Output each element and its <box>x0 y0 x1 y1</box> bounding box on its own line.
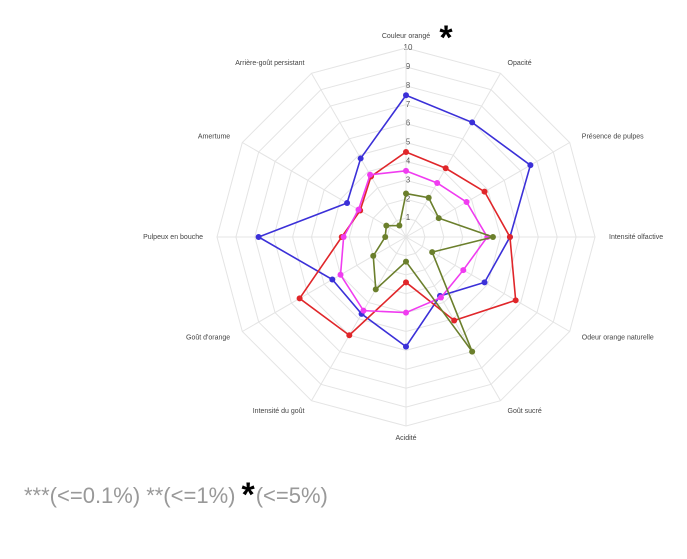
data-point <box>403 190 409 197</box>
category-label: Odeur orange naturelle <box>582 334 654 341</box>
data-point <box>340 234 347 240</box>
data-point <box>396 222 403 229</box>
r-tick-label: 3 <box>406 175 411 184</box>
data-point <box>442 165 449 172</box>
data-point <box>437 294 444 301</box>
category-label: Couleur orangé <box>382 33 430 40</box>
spoke <box>311 236 407 401</box>
data-point <box>403 343 409 350</box>
data-point <box>512 297 519 304</box>
data-point <box>360 307 367 314</box>
data-point <box>296 295 303 302</box>
data-point <box>469 348 476 355</box>
data-point <box>337 271 344 278</box>
category-label: Goût sucré <box>508 408 542 415</box>
spoke <box>242 142 407 238</box>
data-point <box>425 194 432 201</box>
data-point <box>367 171 374 178</box>
r-tick-label: 6 <box>406 119 411 128</box>
r-tick-label: 7 <box>406 100 411 109</box>
category-label: Amertume <box>198 133 230 140</box>
data-point <box>460 267 467 274</box>
spoke <box>242 236 407 332</box>
data-point <box>403 309 409 316</box>
spoke <box>311 73 407 238</box>
data-point <box>403 279 409 286</box>
data-point <box>355 206 362 213</box>
category-label: Acidité <box>395 435 416 442</box>
data-point <box>434 179 441 186</box>
category-label: Arrière-goût persistant <box>235 60 304 67</box>
data-point <box>372 286 379 293</box>
data-point <box>357 155 364 162</box>
data-point <box>329 276 336 283</box>
r-tick-label: 1 <box>406 213 411 222</box>
data-point <box>481 279 488 286</box>
data-point <box>429 249 436 256</box>
data-point <box>403 167 409 174</box>
significance-star: * <box>439 19 453 57</box>
r-tick-label: 2 <box>406 194 411 203</box>
data-point <box>382 234 389 240</box>
footnote-text: ***(<=0.1%) <box>24 483 140 508</box>
spoke <box>405 142 570 238</box>
data-point <box>344 199 351 206</box>
category-label: Opacité <box>508 60 532 67</box>
data-point <box>403 92 409 99</box>
data-point <box>370 252 377 259</box>
data-point <box>255 234 262 240</box>
data-point <box>403 148 409 155</box>
r-tick-label: 10 <box>404 43 413 52</box>
r-tick-label: 5 <box>406 138 411 147</box>
data-point <box>451 317 458 324</box>
data-point <box>383 222 390 229</box>
r-tick-label: 4 <box>406 157 411 166</box>
footnote-text: (<=5%) <box>256 483 328 508</box>
spoke <box>405 73 501 238</box>
data-point <box>469 119 476 126</box>
data-point <box>403 258 409 265</box>
category-label: Goût d'orange <box>186 334 230 341</box>
r-tick-label: 8 <box>406 81 411 90</box>
data-point <box>527 162 534 169</box>
category-label: Intensité olfactive <box>609 234 663 241</box>
category-label: Pulpeux en bouche <box>143 234 203 241</box>
data-point <box>435 215 442 222</box>
data-point <box>489 234 496 240</box>
footnote-text: **(<=1%) <box>146 483 235 508</box>
footnote: ***(<=0.1%) **(<=1%) * (<=5%) <box>24 476 328 514</box>
data-point <box>506 234 513 240</box>
footnote-text: * <box>241 476 255 514</box>
category-label: Présence de pulpes <box>582 133 644 140</box>
data-point <box>346 332 353 339</box>
r-tick-label: 9 <box>406 62 411 71</box>
data-point <box>463 199 470 206</box>
data-point <box>481 188 488 195</box>
category-label: Intensité du goût <box>253 408 305 415</box>
